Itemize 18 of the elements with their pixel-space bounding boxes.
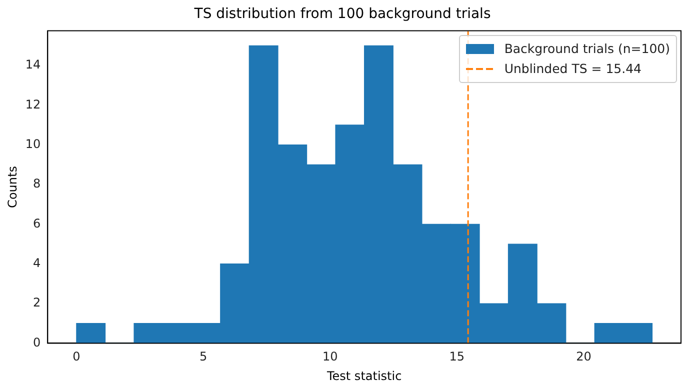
ref-line-label: Unblinded TS = 15.44 — [504, 61, 642, 76]
y-tick-label: 14 — [25, 58, 41, 72]
y-tick-label: 2 — [33, 296, 41, 310]
x-tick-label: 15 — [449, 350, 465, 364]
x-tick-label: 5 — [199, 350, 208, 364]
legend-label: Background trials (n=100) — [504, 41, 670, 56]
y-tick-label: 12 — [25, 97, 41, 112]
y-tick-label: 6 — [33, 216, 41, 230]
x-axis-title: Test statistic — [326, 368, 402, 383]
chart-title: TS distribution from 100 background trials — [193, 6, 491, 22]
y-tick-label: 0 — [33, 335, 41, 350]
y-tick-label: 10 — [25, 136, 41, 151]
x-tick-label: 0 — [72, 350, 80, 364]
y-tick-label: 4 — [33, 256, 41, 270]
y-tick-label: 8 — [33, 176, 41, 191]
x-tick-label: 10 — [322, 350, 338, 364]
y-axis-title: Counts — [5, 166, 20, 208]
x-tick-label: 20 — [576, 350, 592, 364]
